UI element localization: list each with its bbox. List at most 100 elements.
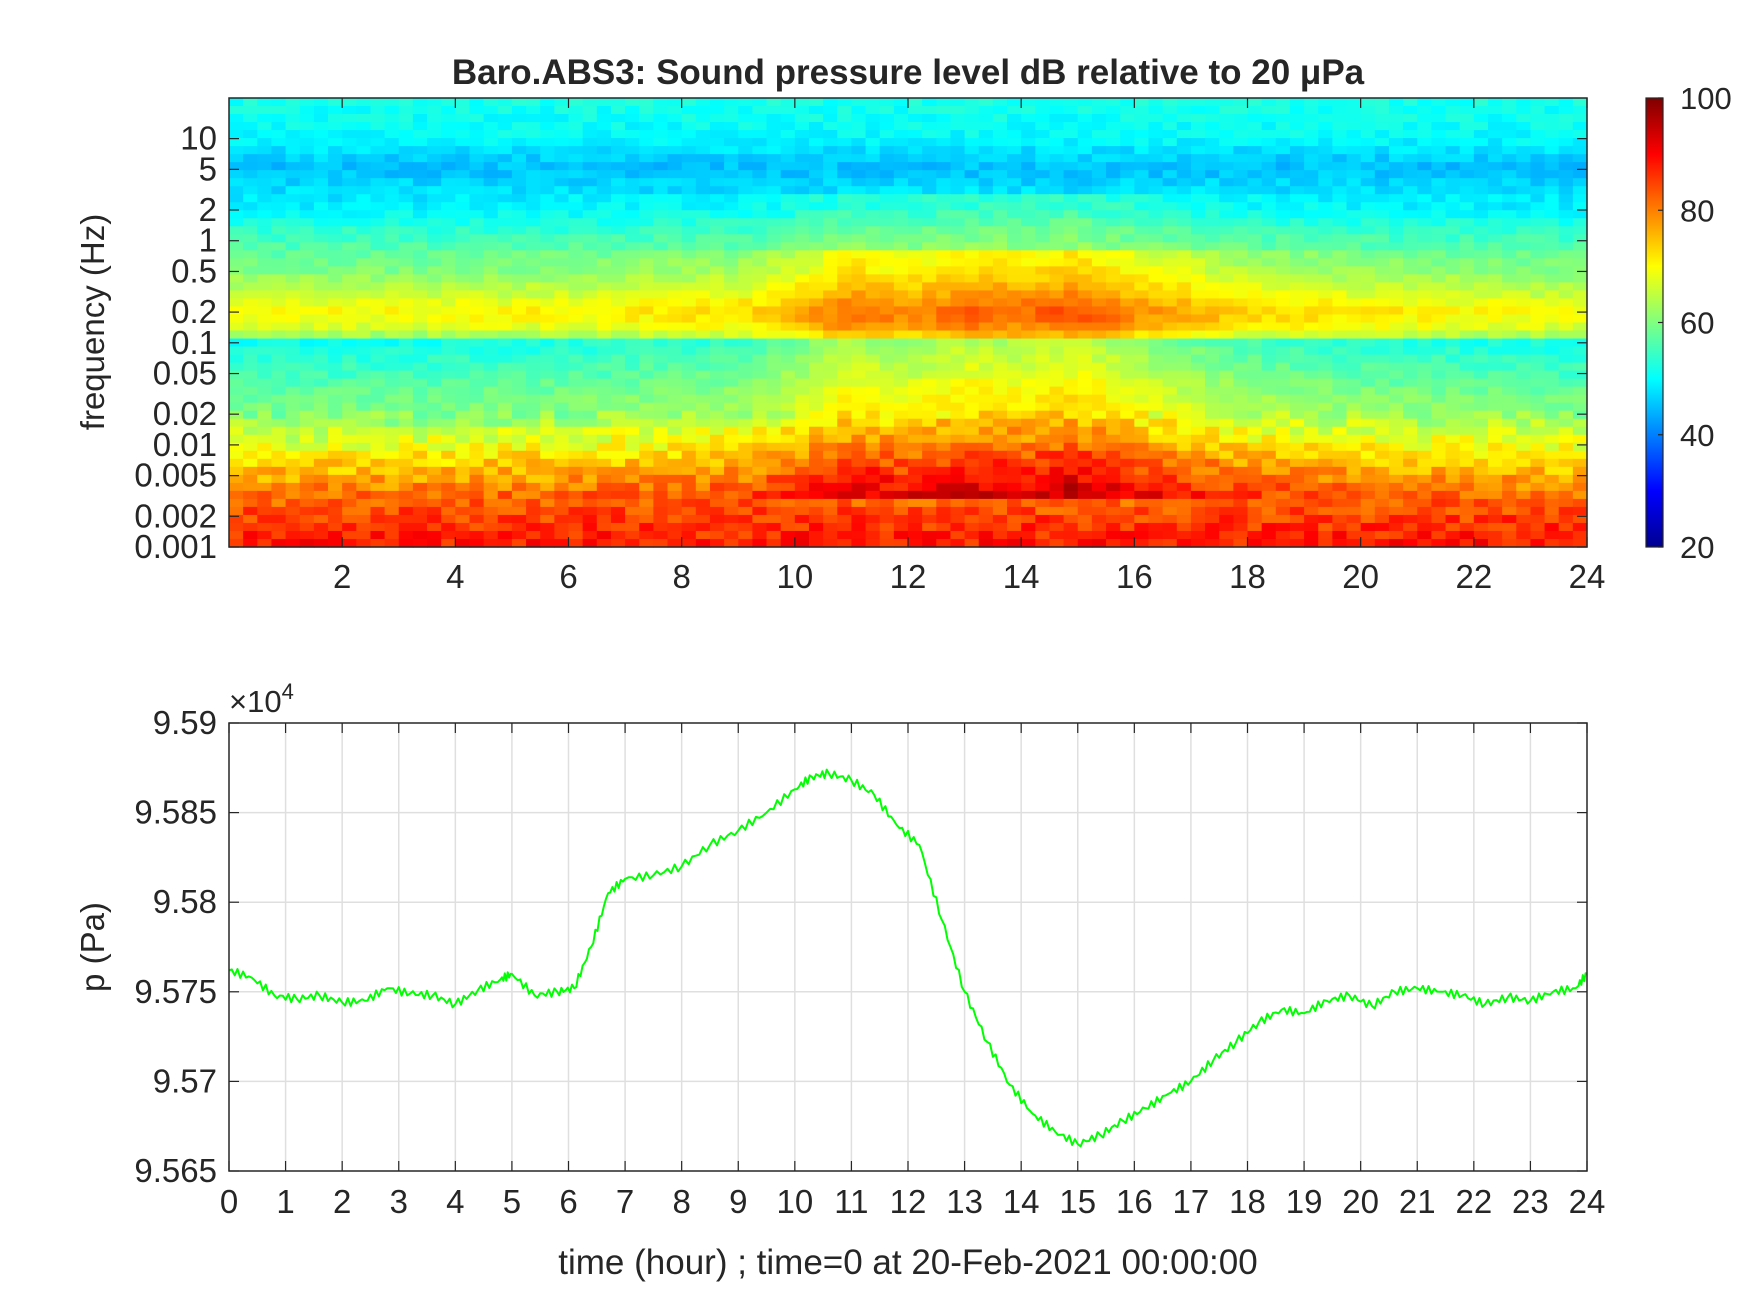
spectrogram-cell: [1374, 362, 1390, 372]
spectrogram-cell: [243, 434, 258, 444]
spectrogram-cell: [384, 274, 400, 284]
spectrogram-cell: [1388, 186, 1404, 195]
spectrogram-cell: [1445, 266, 1461, 275]
spectrogram-cell: [964, 154, 980, 163]
spectrogram-cell: [709, 274, 725, 284]
spectrogram-cell: [1148, 410, 1164, 420]
spectrogram-cell: [1162, 378, 1178, 388]
spectrogram-cell: [1035, 162, 1051, 171]
spectrogram-cell: [271, 122, 287, 131]
spectrogram-cell: [1289, 498, 1305, 508]
spectrogram-cell: [695, 442, 711, 452]
spectrogram-cell: [1558, 194, 1574, 203]
spectrogram-cell: [398, 138, 414, 147]
spectrogram-cell: [667, 306, 683, 316]
spectrogram-cell: [794, 418, 810, 428]
spectrogram-cell: [1445, 410, 1461, 420]
spectrogram-cell: [441, 322, 456, 332]
spectrogram-cell: [625, 138, 640, 147]
spectrogram-cell: [681, 298, 697, 308]
spectrogram-cell: [441, 338, 456, 348]
spectrogram-cell: [908, 330, 923, 340]
spectrogram-cell: [1502, 354, 1517, 364]
spectrogram-cell: [1148, 122, 1164, 131]
spectrogram-cell: [427, 234, 442, 243]
spectrogram-cell: [526, 250, 541, 259]
spectrogram-cell: [625, 210, 640, 219]
spectrogram-cell: [1304, 162, 1319, 171]
spectrogram-cell: [285, 122, 301, 131]
spectrogram-cell: [455, 306, 471, 316]
spectrogram-cell: [554, 154, 570, 163]
spectrogram-cell: [1558, 274, 1574, 284]
spectrogram-cell: [1417, 130, 1432, 139]
spectrogram-cell: [908, 226, 923, 235]
spectrogram-cell: [384, 474, 400, 484]
spectrogram-cell: [837, 354, 853, 364]
spectrogram-cell: [1035, 378, 1051, 388]
spectrogram-cell: [922, 170, 937, 179]
spectrogram-cell: [229, 410, 244, 420]
spectrogram-cell: [1544, 130, 1560, 139]
spectrogram-cell: [639, 146, 654, 155]
spectrogram-cell: [313, 178, 329, 187]
spectrogram-cell: [1346, 386, 1362, 396]
spectrogram-cell: [313, 330, 329, 340]
spectrogram-cell: [1487, 250, 1503, 259]
spectrogram-cell: [271, 418, 287, 428]
spectrogram-cell: [1134, 314, 1150, 324]
spectrogram-cell: [738, 194, 753, 203]
spectrogram-cell: [1176, 186, 1192, 195]
spectrogram-cell: [950, 442, 966, 452]
spectrogram-cell: [893, 474, 909, 484]
spectrogram-cell: [1516, 162, 1532, 171]
spectrogram-cell: [936, 114, 952, 123]
spectrogram-cell: [1021, 114, 1036, 123]
spectrogram-cell: [568, 402, 584, 412]
spectrogram-cell: [1049, 154, 1065, 163]
spectrogram-cell: [992, 170, 1008, 179]
spectrogram-cell: [1502, 482, 1517, 492]
spectrogram-cell: [950, 394, 966, 404]
spectrogram-cell: [1530, 426, 1546, 436]
spectrogram-cell: [1318, 338, 1333, 348]
spectrogram-cell: [950, 458, 966, 468]
spectrogram-cell: [1275, 178, 1291, 187]
spectrogram-cell: [1544, 410, 1560, 420]
spectrogram-cell: [313, 466, 329, 476]
spectrogram-cell: [992, 450, 1008, 460]
spectrogram-cell: [1431, 226, 1447, 235]
spectrogram-cell: [1502, 370, 1517, 380]
spectrogram-cell: [1049, 474, 1065, 484]
spectrogram-cell: [243, 426, 258, 436]
spectrogram-cell: [1077, 330, 1093, 340]
spectrogram-cell: [1374, 314, 1390, 324]
spectrogram-cell: [1346, 170, 1362, 179]
spectrogram-cell: [582, 258, 598, 267]
spectrogram-cell: [1176, 170, 1192, 179]
spectrogram-cell: [1318, 162, 1333, 171]
spectrogram-cell: [384, 170, 400, 179]
spectrogram-cell: [299, 234, 315, 243]
spectrogram-cell: [1332, 450, 1348, 460]
spectrogram-cell: [1572, 458, 1588, 468]
spectrogram-cell: [1318, 370, 1333, 380]
spectrogram-cell: [837, 362, 853, 372]
spectrogram-cell: [978, 410, 994, 420]
spectrogram-cell: [1219, 202, 1234, 211]
spectrogram-cell: [526, 162, 541, 171]
spectrogram-cell: [808, 482, 824, 492]
spectrogram-cell: [922, 306, 937, 316]
spectrogram-cell: [879, 378, 895, 388]
spectrogram-cell: [653, 402, 669, 412]
spectrogram-cell: [752, 410, 768, 420]
spectrogram-cell: [526, 370, 541, 380]
spectrogram-cell: [1360, 162, 1376, 171]
spectrogram-cell: [455, 106, 471, 115]
spectrogram-cell: [865, 154, 881, 163]
spectrogram-cell: [1530, 370, 1546, 380]
spectrogram-cell: [794, 506, 810, 516]
spectrogram-cell: [865, 242, 881, 251]
spectrogram-cell: [1176, 266, 1192, 275]
spectrogram-cell: [738, 338, 753, 348]
